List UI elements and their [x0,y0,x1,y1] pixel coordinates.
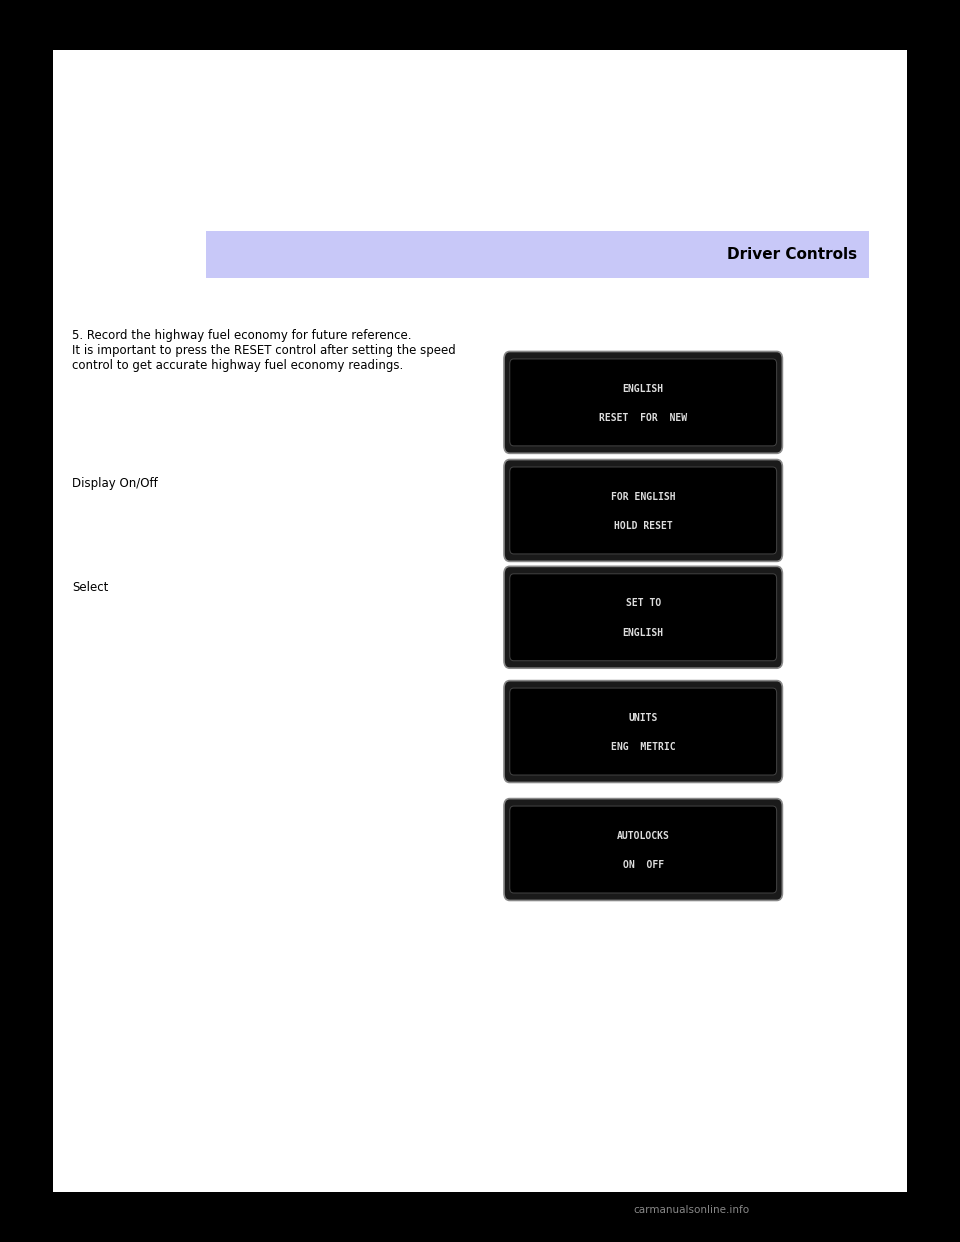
Text: Display On/Off: Display On/Off [72,477,157,489]
Text: HOLD RESET: HOLD RESET [613,520,673,530]
Text: UNITS: UNITS [629,713,658,723]
Text: carmanualsonline.info: carmanualsonline.info [634,1205,749,1215]
Text: Driver Controls: Driver Controls [727,247,857,262]
Text: ENGLISH: ENGLISH [623,627,663,637]
FancyBboxPatch shape [504,460,782,561]
FancyBboxPatch shape [504,566,782,668]
Text: FOR ENGLISH: FOR ENGLISH [611,492,676,502]
FancyBboxPatch shape [206,231,869,278]
Text: ENG  METRIC: ENG METRIC [611,741,676,751]
FancyBboxPatch shape [504,351,782,453]
FancyBboxPatch shape [510,467,777,554]
FancyBboxPatch shape [53,50,907,1192]
Text: AUTOLOCKS: AUTOLOCKS [616,831,670,841]
Text: Select: Select [72,581,108,594]
FancyBboxPatch shape [504,799,782,900]
FancyBboxPatch shape [510,806,777,893]
FancyBboxPatch shape [510,574,777,661]
Text: SET TO: SET TO [626,599,660,609]
Text: ENGLISH: ENGLISH [623,384,663,394]
Text: 5. Record the highway fuel economy for future reference.
It is important to pres: 5. Record the highway fuel economy for f… [72,329,456,373]
FancyBboxPatch shape [504,681,782,782]
FancyBboxPatch shape [510,359,777,446]
Text: RESET  FOR  NEW: RESET FOR NEW [599,412,687,422]
FancyBboxPatch shape [510,688,777,775]
Text: ON  OFF: ON OFF [623,859,663,869]
